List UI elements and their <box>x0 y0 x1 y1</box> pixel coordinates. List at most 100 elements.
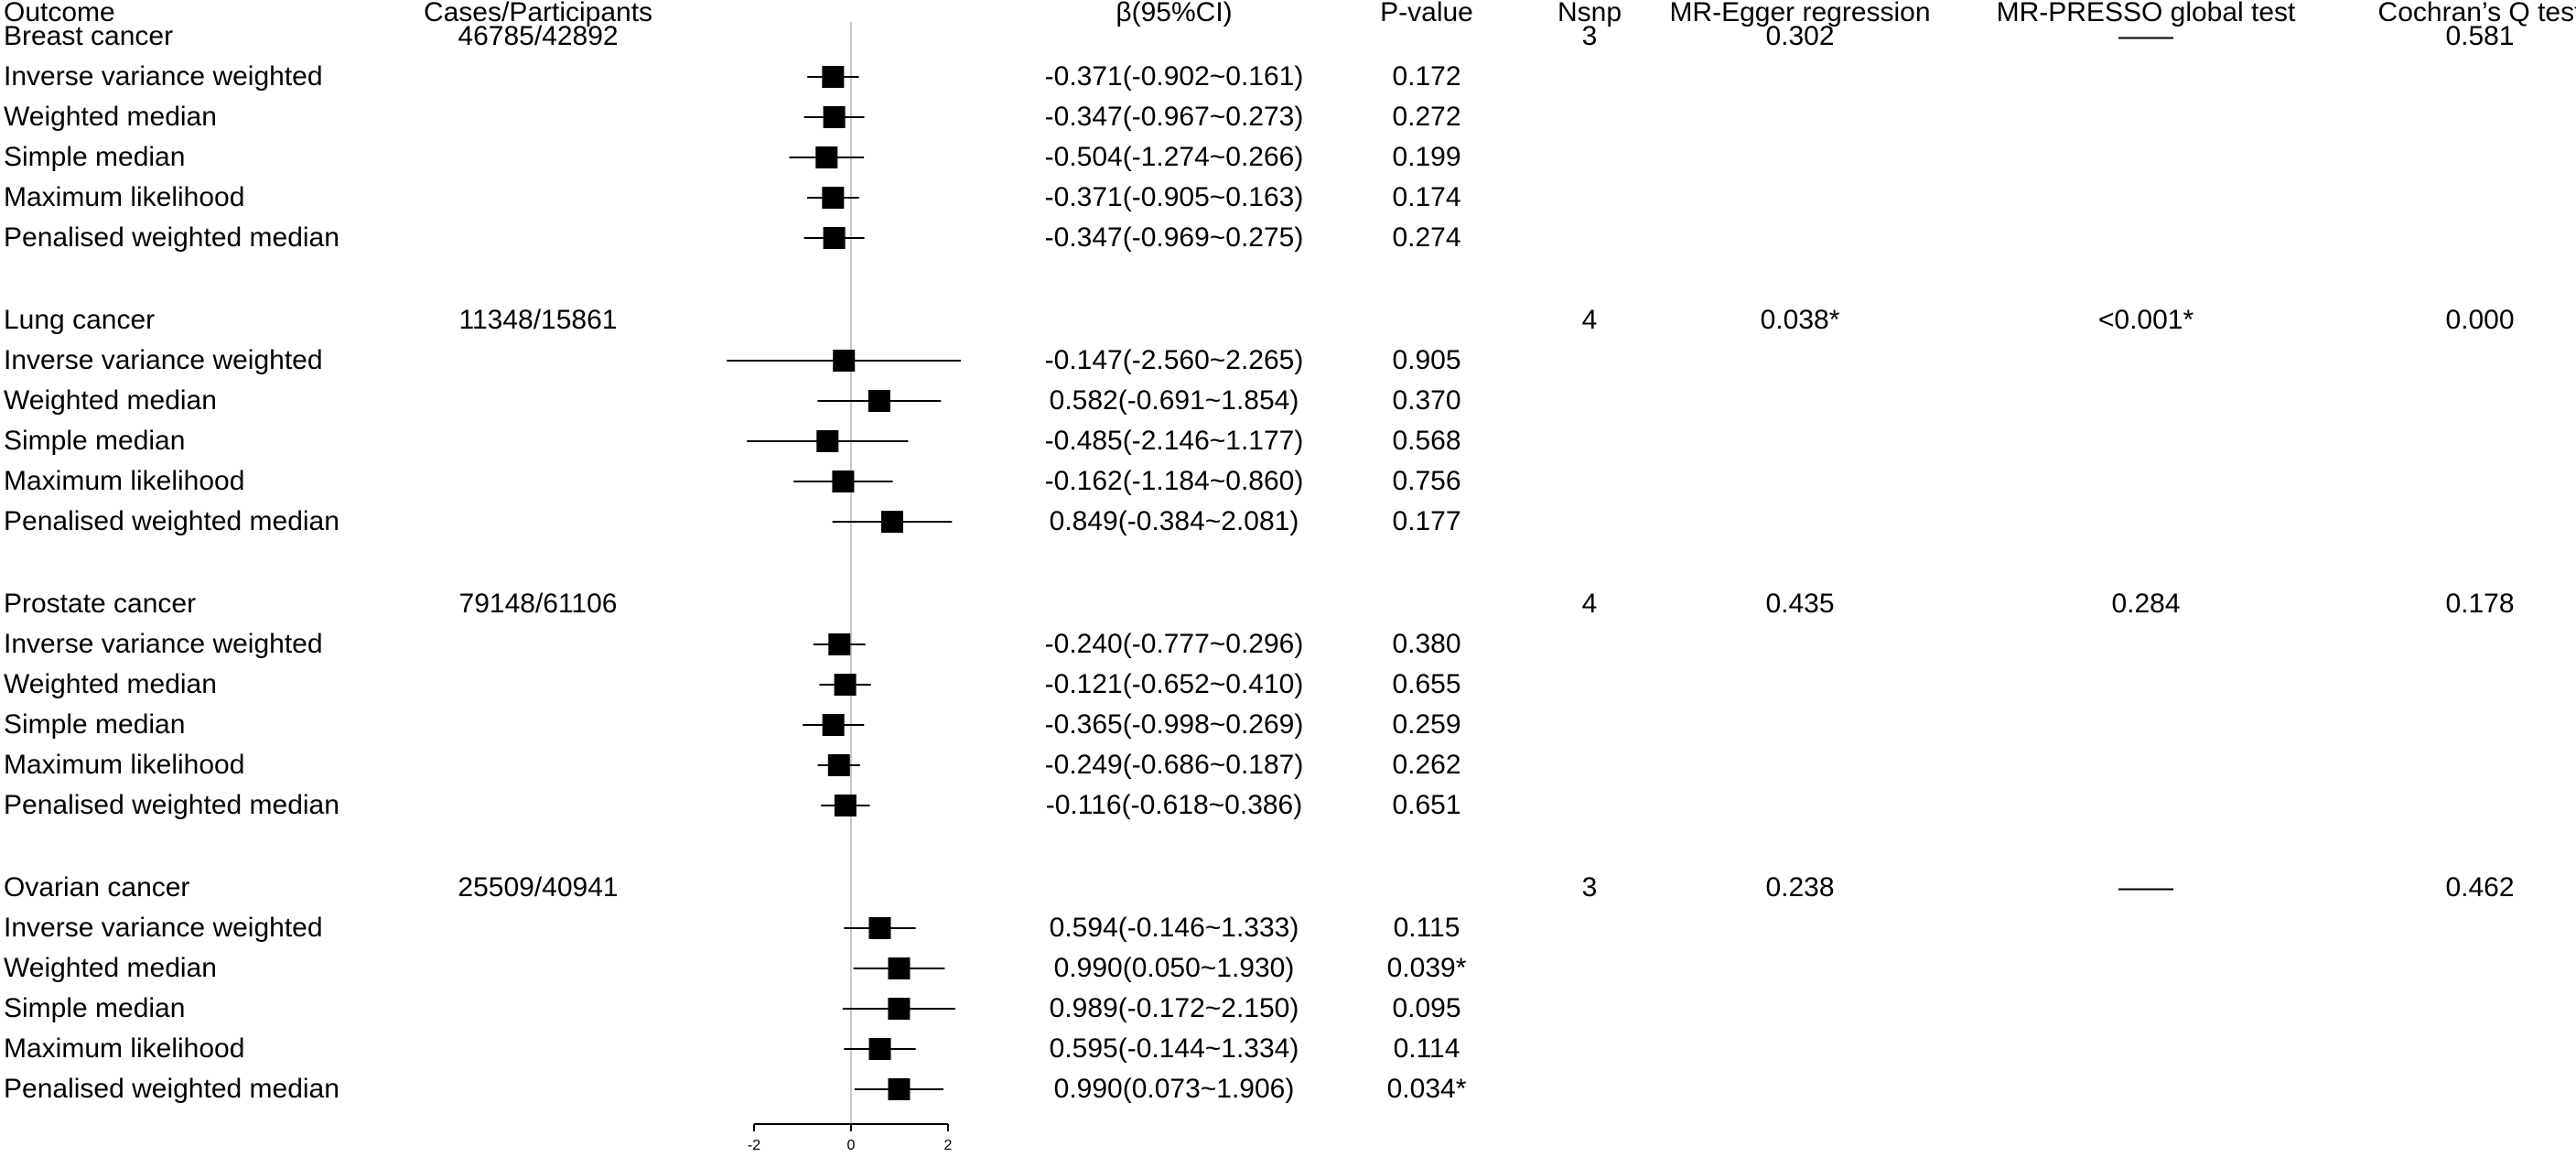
header-pvalue: P-value <box>1380 0 1473 27</box>
method-label: Weighted median <box>4 385 217 416</box>
p-value: 0.262 <box>1392 750 1461 780</box>
cochran-q-value: 0.000 <box>2445 305 2515 335</box>
p-value: 0.172 <box>1392 61 1461 92</box>
x-tick-label: 2 <box>944 1138 953 1153</box>
beta-ci-value: 0.990(0.050~1.930) <box>1053 953 1295 983</box>
p-value: 0.199 <box>1392 142 1461 172</box>
outcome-label: Lung cancer <box>4 305 156 335</box>
method-label: Weighted median <box>4 102 217 132</box>
mr-egger-value: 0.302 <box>1765 21 1835 51</box>
header-cochran: Cochran’s Q test <box>2377 0 2576 27</box>
p-value: 0.370 <box>1392 385 1461 416</box>
method-label: Simple median <box>4 709 186 740</box>
method-label: Inverse variance weighted <box>4 629 323 659</box>
beta-ci-value: -0.147(-2.560~2.265) <box>1044 345 1304 375</box>
header-cases: Cases/Participants <box>423 0 653 27</box>
header-presso: MR-PRESSO global test <box>1996 0 2296 27</box>
beta-ci-value: -0.347(-0.967~0.273) <box>1044 102 1304 132</box>
point-estimate <box>834 674 857 696</box>
p-value: 0.272 <box>1392 102 1461 132</box>
point-estimate <box>823 106 846 128</box>
point-estimate <box>815 146 838 168</box>
method-label: Penalised weighted median <box>4 790 340 820</box>
outcome-label: Breast cancer <box>4 21 174 51</box>
beta-ci-value: -0.504(-1.274~0.266) <box>1044 142 1304 172</box>
beta-ci-value: 0.990(0.073~1.906) <box>1053 1074 1295 1104</box>
mr-presso-value: —— <box>2118 872 2173 903</box>
method-label: Simple median <box>4 142 186 172</box>
method-label: Simple median <box>4 426 186 456</box>
header-nsnp: Nsnp <box>1557 0 1622 27</box>
p-value: 0.274 <box>1392 222 1461 253</box>
beta-ci-value: 0.595(-0.144~1.334) <box>1049 1033 1299 1064</box>
point-estimate <box>888 957 911 979</box>
mr-presso-value: 0.284 <box>2111 589 2181 619</box>
mr-presso-value: <0.001* <box>2097 305 2194 335</box>
point-estimate <box>822 187 845 209</box>
method-label: Maximum likelihood <box>4 182 245 212</box>
cochran-q-value: 0.462 <box>2445 872 2515 903</box>
beta-ci-value: -0.249(-0.686~0.187) <box>1044 750 1304 780</box>
beta-ci-value: -0.121(-0.652~0.410) <box>1044 669 1304 699</box>
method-label: Simple median <box>4 993 186 1023</box>
x-tick-label: 0 <box>847 1138 856 1153</box>
beta-ci-value: -0.240(-0.777~0.296) <box>1044 629 1304 659</box>
method-label: Inverse variance weighted <box>4 61 323 92</box>
beta-ci-value: 0.989(-0.172~2.150) <box>1049 993 1299 1023</box>
p-value: 0.034* <box>1386 1074 1467 1104</box>
p-value: 0.174 <box>1392 182 1461 212</box>
beta-ci-value: -0.371(-0.905~0.163) <box>1044 182 1304 212</box>
method-label: Penalised weighted median <box>4 1074 340 1104</box>
p-value: 0.114 <box>1393 1033 1460 1064</box>
p-value: 0.177 <box>1392 506 1461 536</box>
point-estimate <box>827 754 850 776</box>
beta-ci-value: 0.594(-0.146~1.333) <box>1049 913 1299 943</box>
p-value: 0.115 <box>1393 913 1460 943</box>
nsnp-value: 3 <box>1581 21 1598 51</box>
point-estimate <box>834 795 857 816</box>
cases-participants: 25509/40941 <box>458 872 619 903</box>
method-label: Maximum likelihood <box>4 750 245 780</box>
beta-ci-value: 0.582(-0.691~1.854) <box>1049 385 1299 416</box>
p-value: 0.568 <box>1392 426 1461 456</box>
p-value: 0.651 <box>1392 790 1461 820</box>
outcome-label: Ovarian cancer <box>4 872 190 903</box>
cases-participants: 11348/15861 <box>458 305 618 335</box>
cochran-q-value: 0.581 <box>2445 21 2515 51</box>
method-label: Maximum likelihood <box>4 466 245 496</box>
point-estimate <box>833 350 856 372</box>
point-estimate <box>822 66 845 88</box>
point-estimate <box>868 917 891 939</box>
point-estimate <box>822 714 845 736</box>
point-estimate <box>888 998 911 1020</box>
method-label: Inverse variance weighted <box>4 345 323 375</box>
cases-participants: 79148/61106 <box>458 589 618 619</box>
p-value: 0.259 <box>1392 709 1461 740</box>
outcome-label: Prostate cancer <box>4 589 197 619</box>
header-beta-ci: β(95%CI) <box>1116 0 1233 27</box>
method-label: Maximum likelihood <box>4 1033 245 1064</box>
nsnp-value: 4 <box>1581 305 1598 335</box>
mr-presso-value: —— <box>2118 21 2173 51</box>
cases-participants: 46785/42892 <box>458 21 619 51</box>
beta-ci-value: -0.116(-0.618~0.386) <box>1045 790 1303 820</box>
p-value: 0.380 <box>1392 629 1461 659</box>
x-tick-label: -2 <box>748 1138 760 1153</box>
header-egger: MR-Egger regression <box>1669 0 1931 27</box>
point-estimate <box>828 633 851 655</box>
mr-egger-value: 0.435 <box>1765 589 1835 619</box>
method-label: Weighted median <box>4 669 217 699</box>
beta-ci-value: -0.347(-0.969~0.275) <box>1044 222 1304 253</box>
point-estimate <box>832 470 855 492</box>
nsnp-value: 4 <box>1581 589 1598 619</box>
p-value: 0.039* <box>1386 953 1467 983</box>
point-estimate <box>888 1078 911 1100</box>
cochran-q-value: 0.178 <box>2445 589 2515 619</box>
point-estimate <box>880 511 903 533</box>
point-estimate <box>868 1038 891 1060</box>
mr-egger-value: 0.038* <box>1760 305 1840 335</box>
beta-ci-value: 0.849(-0.384~2.081) <box>1049 506 1299 536</box>
beta-ci-value: -0.162(-1.184~0.860) <box>1044 466 1304 496</box>
